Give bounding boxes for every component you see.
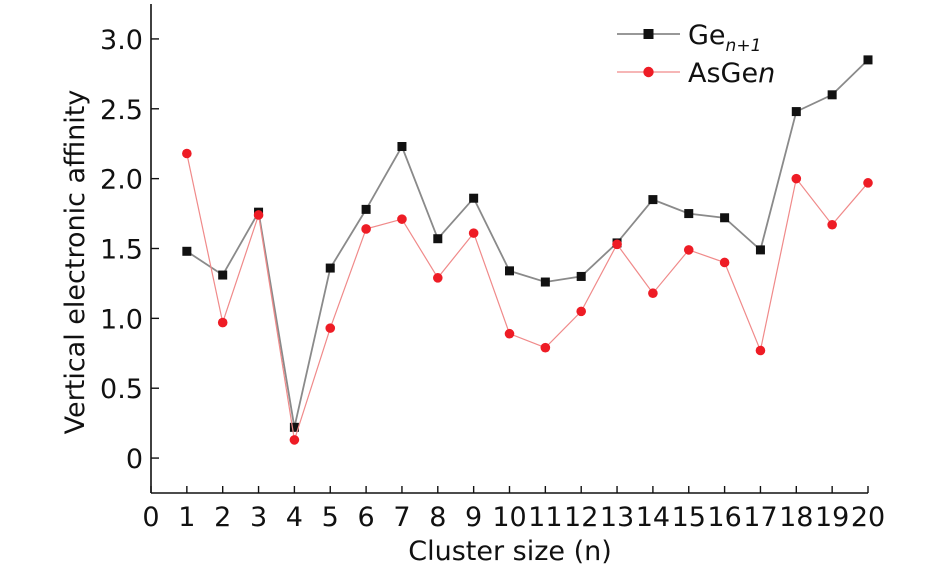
y-tick-label: 0.5 [100, 374, 143, 405]
data-point [182, 246, 192, 256]
series-AsGen [182, 148, 873, 445]
x-tick-label: 16 [707, 502, 741, 533]
data-point [540, 277, 550, 287]
data-point [791, 173, 802, 184]
data-point [755, 345, 766, 356]
x-tick-label: 9 [465, 502, 482, 533]
data-point [719, 257, 730, 268]
data-point [648, 195, 658, 205]
x-tick-label: 0 [142, 502, 159, 533]
data-point [397, 214, 407, 224]
data-point [217, 317, 228, 328]
legend-label: AsGen [688, 58, 775, 89]
x-tick-label: 20 [851, 502, 885, 533]
x-tick-label: 10 [492, 502, 526, 533]
data-point [683, 245, 694, 255]
y-tick-label: 2.5 [100, 95, 143, 126]
y-axis-ticks: 0 0.5 1.0 1.5 2.0 2.5 3.0 [100, 25, 159, 475]
legend-item: Gen+1 [617, 20, 761, 56]
x-tick-label: 14 [636, 502, 670, 533]
x-tick-label: 8 [429, 502, 446, 533]
x-tick-label: 2 [214, 502, 231, 533]
x-tick-label: 12 [564, 502, 598, 533]
data-point [289, 422, 299, 432]
data-point [863, 178, 873, 188]
data-point [540, 342, 551, 353]
x-axis-ticks: 0 1 2 3 4 5 6 7 8 9 10 11 12 13 14 15 16 17 18 19 20 [142, 486, 885, 533]
x-tick-label: 5 [322, 502, 339, 533]
data-point [397, 142, 407, 152]
data-point [469, 193, 479, 203]
y-tick-label: 0 [126, 444, 143, 475]
y-axis-title: Vertical electronic affinity [60, 90, 91, 435]
x-tick-label: 17 [743, 502, 777, 533]
data-point [648, 288, 658, 299]
legend-marker [643, 66, 654, 78]
x-tick-label: 18 [779, 502, 813, 533]
data-point [720, 213, 730, 223]
data-point [791, 107, 801, 117]
data-point [289, 435, 300, 445]
x-tick-label: 13 [600, 502, 634, 533]
legend-label: Gen+1 [688, 20, 761, 56]
y-tick-label: 2.0 [100, 165, 143, 196]
data-point [433, 273, 443, 283]
data-point [218, 270, 228, 280]
data-point [182, 148, 192, 159]
data-point [684, 209, 694, 219]
y-tick-label: 3.0 [100, 25, 143, 56]
data-point [325, 263, 335, 273]
data-point [433, 234, 443, 244]
data-point [827, 219, 837, 230]
legend-item: AsGen [617, 58, 775, 89]
x-tick-label: 19 [815, 502, 849, 533]
data-point [361, 224, 371, 234]
data-point [576, 271, 586, 281]
x-tick-label: 4 [286, 502, 303, 533]
x-axis-title: Cluster size (n) [408, 536, 612, 567]
x-tick-label: 1 [178, 502, 195, 533]
data-point [253, 210, 264, 220]
data-point [755, 245, 765, 255]
data-point [612, 239, 622, 250]
x-tick-label: 11 [528, 502, 562, 533]
data-point [505, 266, 514, 276]
data-point [504, 328, 515, 339]
data-point [863, 55, 873, 65]
series-line [186, 59, 869, 428]
y-tick-label: 1.0 [100, 304, 143, 335]
data-point [325, 323, 336, 333]
x-tick-label: 6 [358, 502, 375, 533]
series-layer [182, 55, 873, 445]
y-tick-label: 1.5 [100, 235, 143, 266]
data-point [827, 90, 837, 100]
data-point [468, 228, 479, 238]
x-tick-label: 7 [393, 502, 410, 533]
series-Gen+1 [182, 55, 873, 432]
data-point [576, 306, 586, 317]
x-tick-label: 15 [672, 502, 706, 533]
data-point [361, 204, 371, 214]
series-line [186, 153, 869, 441]
legend-marker [643, 29, 654, 39]
x-tick-label: 3 [250, 502, 267, 533]
